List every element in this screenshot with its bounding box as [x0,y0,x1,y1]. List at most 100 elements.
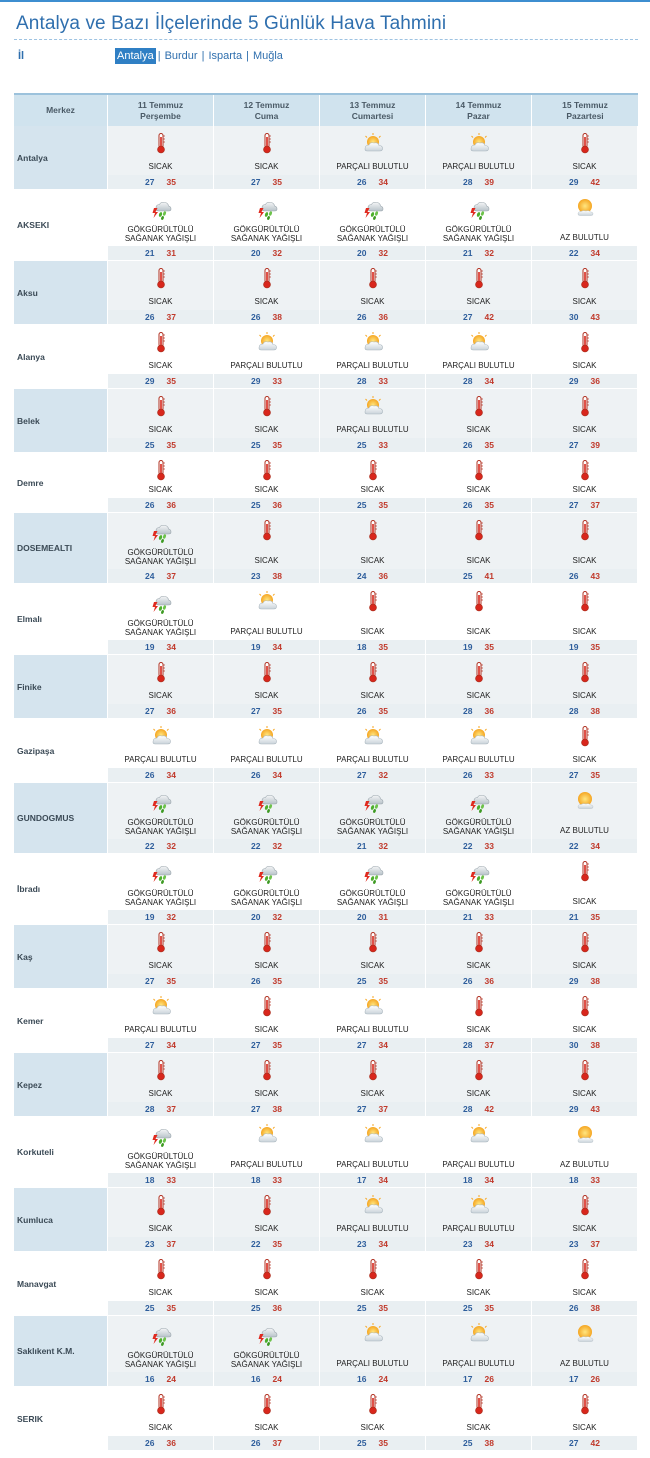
condition-text: SICAK [532,162,637,171]
temperature-range: 23 37 [532,1237,637,1251]
condition-text: SICAK [108,361,213,370]
condition-line: PARÇALI BULUTLU [442,1160,515,1169]
min-temperature: 21 [145,248,155,258]
table-row: Kemer PARÇALI BULUTLU 27 34 SICAK 27 35 PARÇALI… [14,989,638,1053]
partly-cloudy-icon [468,132,490,154]
condition-text: PARÇALI BULUTLU [214,627,319,636]
max-temperature: 36 [590,376,600,386]
min-temperature: 28 [463,177,473,187]
thermometer-icon [362,459,384,481]
forecast-cell: SICAK 27 38 [214,1053,320,1117]
mostly-sunny-icon [574,196,596,218]
forecast-cell: SICAK 29 38 [532,925,638,989]
condition-line: SAĞANAK YAĞIŞLI [230,827,303,836]
condition-line: SAĞANAK YAĞIŞLI [230,898,303,907]
temperature-range: 29 38 [532,974,637,988]
temperature-range: 28 38 [532,704,637,718]
condition-line: GÖKGÜRÜLTÜLÜ [127,548,194,557]
max-temperature: 36 [378,312,388,322]
max-temperature: 38 [590,1303,600,1313]
min-temperature: 25 [357,976,367,986]
forecast-cell: PARÇALI BULUTLU 18 33 [214,1117,320,1188]
thermometer-icon [150,1393,172,1415]
min-temperature: 27 [569,1438,579,1448]
province-link-mugla[interactable]: Muğla [252,50,283,62]
max-temperature: 24 [272,1374,282,1384]
condition-text: PARÇALI BULUTLU [426,1224,531,1233]
header-weekday: Perşembe [140,110,181,121]
condition-line: SAĞANAK YAĞIŞLI [124,898,197,907]
condition-text: SICAK [320,691,425,700]
thermometer-icon [362,590,384,612]
condition-line: GÖKGÜRÜLTÜLÜ [445,225,512,234]
temperature-range: 22 35 [214,1237,319,1251]
condition-line: GÖKGÜRÜLTÜLÜ [127,889,194,898]
min-temperature: 28 [145,1104,155,1114]
min-temperature: 26 [357,706,367,716]
temperature-range: 27 37 [320,1102,425,1116]
condition-line: SICAK [466,425,491,434]
condition-text: PARÇALI BULUTLU [320,1224,425,1233]
forecast-cell: SICAK 25 36 [214,453,320,513]
header-date: 14 Temmuz [455,99,502,110]
min-temperature: 16 [251,1374,261,1384]
condition-line: SICAK [572,425,597,434]
forecast-cell: SICAK 28 42 [426,1053,532,1117]
forecast-cell: GÖKGÜRÜLTÜLÜ SAĞANAK YAĞIŞLI 19 32 [108,854,214,925]
condition-text: GÖKGÜRÜLTÜLÜ SAĞANAK YAĞIŞLI [108,548,213,566]
max-temperature: 37 [166,312,176,322]
forecast-cell: SICAK 21 35 [532,854,638,925]
thermometer-icon [150,267,172,289]
province-link-isparta[interactable]: Isparta [208,50,243,62]
partly-cloudy-icon [256,725,278,747]
table-row: DOSEMEALTI GÖKGÜRÜLTÜLÜ SAĞANAK YAĞIŞLI 24 3… [14,513,638,584]
condition-text: PARÇALI BULUTLU [320,361,425,370]
min-temperature: 20 [357,912,367,922]
condition-text: SICAK [532,297,637,306]
min-temperature: 25 [251,500,261,510]
temperature-range: 21 31 [108,246,213,260]
province-link-burdur[interactable]: Burdur [164,50,198,62]
min-temperature: 19 [251,642,261,652]
max-temperature: 35 [590,770,600,780]
max-temperature: 39 [590,440,600,450]
min-temperature: 26 [569,571,579,581]
thermometer-icon [468,267,490,289]
condition-line: SICAK [360,961,385,970]
max-temperature: 33 [166,1175,176,1185]
condition-line: GÖKGÜRÜLTÜLÜ [233,225,300,234]
max-temperature: 42 [484,1104,494,1114]
province-link-antalya[interactable]: Antalya [115,48,156,64]
min-temperature: 22 [569,841,579,851]
table-row: Saklıkent K.M. GÖKGÜRÜLTÜLÜ SAĞANAK YAĞIŞL… [14,1316,638,1387]
min-temperature: 26 [463,976,473,986]
condition-line: PARÇALI BULUTLU [442,1224,515,1233]
min-temperature: 26 [145,312,155,322]
forecast-cell: GÖKGÜRÜLTÜLÜ SAĞANAK YAĞIŞLI 20 32 [214,854,320,925]
forecast-cell: PARÇALI BULUTLU 18 34 [426,1117,532,1188]
min-temperature: 27 [569,770,579,780]
condition-line: PARÇALI BULUTLU [336,1160,409,1169]
thermometer-icon [150,1194,172,1216]
temperature-range: 26 36 [426,974,531,988]
max-temperature: 26 [484,1374,494,1384]
station-name: Demre [17,477,44,488]
condition-text: SICAK [320,556,425,565]
temperature-range: 23 34 [320,1237,425,1251]
condition-line: SAĞANAK YAĞIŞLI [336,234,409,243]
forecast-cell: SICAK 28 38 [532,655,638,719]
temperature-range: 19 35 [532,640,637,654]
forecast-cell: SICAK 28 36 [426,655,532,719]
thermometer-icon [256,395,278,417]
max-temperature: 35 [484,440,494,450]
condition-line: PARÇALI BULUTLU [336,1224,409,1233]
min-temperature: 22 [569,248,579,258]
forecast-cell: PARÇALI BULUTLU 17 26 [426,1316,532,1387]
forecast-cell: GÖKGÜRÜLTÜLÜ SAĞANAK YAĞIŞLI 22 32 [108,783,214,854]
max-temperature: 26 [590,1374,600,1384]
thunderstorm-icon [468,791,490,813]
temperature-range: 29 43 [532,1102,637,1116]
condition-line: SICAK [466,961,491,970]
condition-line: SICAK [148,361,173,370]
condition-line: PARÇALI BULUTLU [230,361,303,370]
